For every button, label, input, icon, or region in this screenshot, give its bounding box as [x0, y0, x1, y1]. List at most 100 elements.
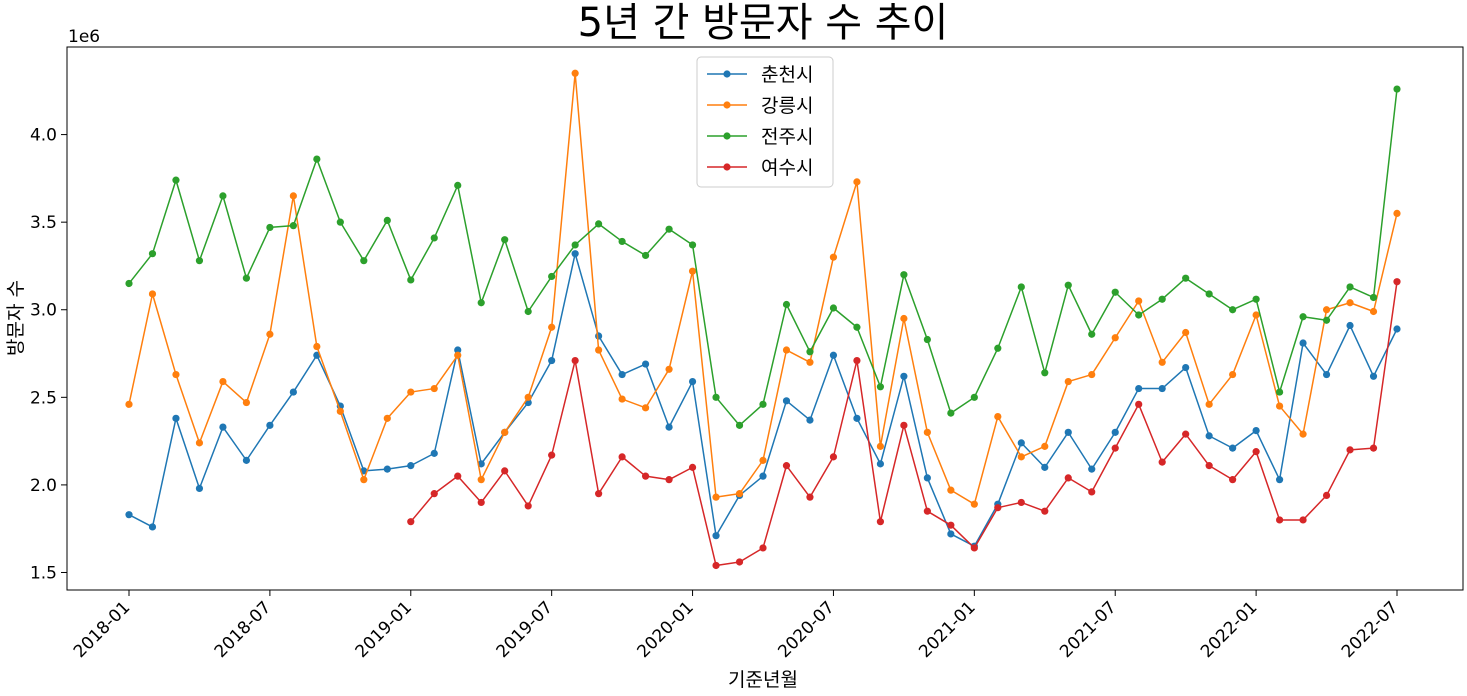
- data-point: [1393, 278, 1401, 286]
- data-point: [571, 241, 579, 249]
- data-point: [1088, 488, 1096, 496]
- data-point: [1369, 293, 1378, 302]
- data-point: [548, 272, 556, 281]
- data-point: [595, 490, 603, 498]
- data-point: [782, 346, 791, 354]
- x-tick-label: 2020-07: [774, 598, 838, 662]
- data-point: [712, 493, 720, 501]
- data-point: [266, 421, 274, 429]
- data-point: [1205, 290, 1213, 298]
- y-tick-label: 4.0: [30, 126, 57, 146]
- data-point: [289, 388, 297, 396]
- data-point: [1088, 465, 1096, 473]
- data-point: [806, 348, 814, 356]
- data-point: [688, 267, 697, 275]
- data-point: [641, 404, 650, 412]
- data-point: [1229, 306, 1237, 314]
- x-tick-label: 2018-01: [70, 598, 134, 662]
- data-point: [172, 370, 180, 379]
- data-point: [1111, 288, 1119, 296]
- data-point: [806, 493, 814, 501]
- data-point: [477, 299, 485, 307]
- y-tick-label: 2.0: [30, 476, 57, 496]
- data-point: [1229, 370, 1237, 379]
- data-point: [782, 462, 791, 470]
- data-point: [641, 472, 650, 480]
- series-2: [125, 69, 1401, 508]
- x-tick-label: 2022-01: [1197, 598, 1261, 662]
- data-point: [454, 181, 462, 189]
- data-point: [407, 388, 415, 396]
- data-point: [477, 460, 485, 468]
- data-point: [900, 271, 908, 279]
- data-point: [641, 251, 650, 260]
- data-point: [1275, 476, 1284, 484]
- data-point: [900, 372, 908, 380]
- x-tick-label: 2019-07: [493, 598, 557, 662]
- data-point: [782, 300, 791, 309]
- series-4: [407, 278, 1401, 570]
- data-point: [1205, 462, 1213, 470]
- data-point: [1088, 370, 1096, 379]
- data-point: [923, 507, 931, 515]
- data-point: [712, 532, 720, 540]
- legend-label: 여수시: [761, 157, 813, 179]
- data-point: [759, 472, 767, 480]
- data-point: [876, 518, 885, 526]
- data-point: [1299, 313, 1307, 321]
- data-point: [970, 544, 978, 552]
- data-point: [1041, 463, 1049, 471]
- data-point: [806, 358, 814, 366]
- data-point: [665, 423, 673, 431]
- data-point: [1275, 516, 1284, 524]
- data-point: [524, 393, 532, 401]
- data-point: [195, 484, 204, 493]
- data-point: [1252, 448, 1260, 456]
- data-point: [501, 467, 509, 475]
- data-point: [148, 250, 157, 258]
- data-point: [383, 465, 391, 473]
- data-point: [1299, 430, 1307, 438]
- legend-item: 춘천시: [707, 64, 813, 86]
- data-point: [524, 307, 532, 316]
- data-point: [1229, 444, 1237, 452]
- data-point: [1182, 363, 1190, 372]
- data-point: [853, 323, 861, 331]
- data-point: [430, 449, 438, 457]
- data-point: [1322, 306, 1331, 314]
- data-point: [313, 342, 321, 351]
- data-point: [1064, 281, 1072, 289]
- data-point: [242, 398, 251, 407]
- data-point: [219, 423, 227, 431]
- x-tick-label: 2021-01: [915, 598, 979, 662]
- data-point: [1346, 321, 1354, 330]
- data-point: [1111, 444, 1119, 452]
- x-tick-label: 2021-07: [1056, 598, 1120, 662]
- data-point: [1275, 388, 1284, 396]
- data-point: [336, 218, 344, 226]
- data-point: [853, 178, 861, 186]
- data-point: [125, 400, 133, 408]
- data-point: [618, 237, 626, 246]
- data-point: [595, 346, 603, 354]
- y-tick-label: 2.5: [30, 388, 57, 408]
- data-point: [501, 428, 509, 436]
- y-axis-offset-label: 1e6: [68, 27, 100, 47]
- data-point: [970, 393, 978, 401]
- data-point: [947, 521, 955, 529]
- data-point: [148, 290, 157, 298]
- data-point: [289, 222, 297, 230]
- data-point: [735, 421, 744, 429]
- data-point: [1346, 446, 1354, 454]
- data-point: [829, 304, 838, 312]
- data-point: [430, 384, 438, 393]
- data-point: [454, 346, 462, 354]
- data-point: [876, 442, 885, 450]
- data-point: [970, 500, 978, 508]
- data-point: [195, 257, 204, 265]
- data-point: [1393, 325, 1401, 333]
- data-point: [1135, 400, 1143, 408]
- data-point: [548, 451, 556, 459]
